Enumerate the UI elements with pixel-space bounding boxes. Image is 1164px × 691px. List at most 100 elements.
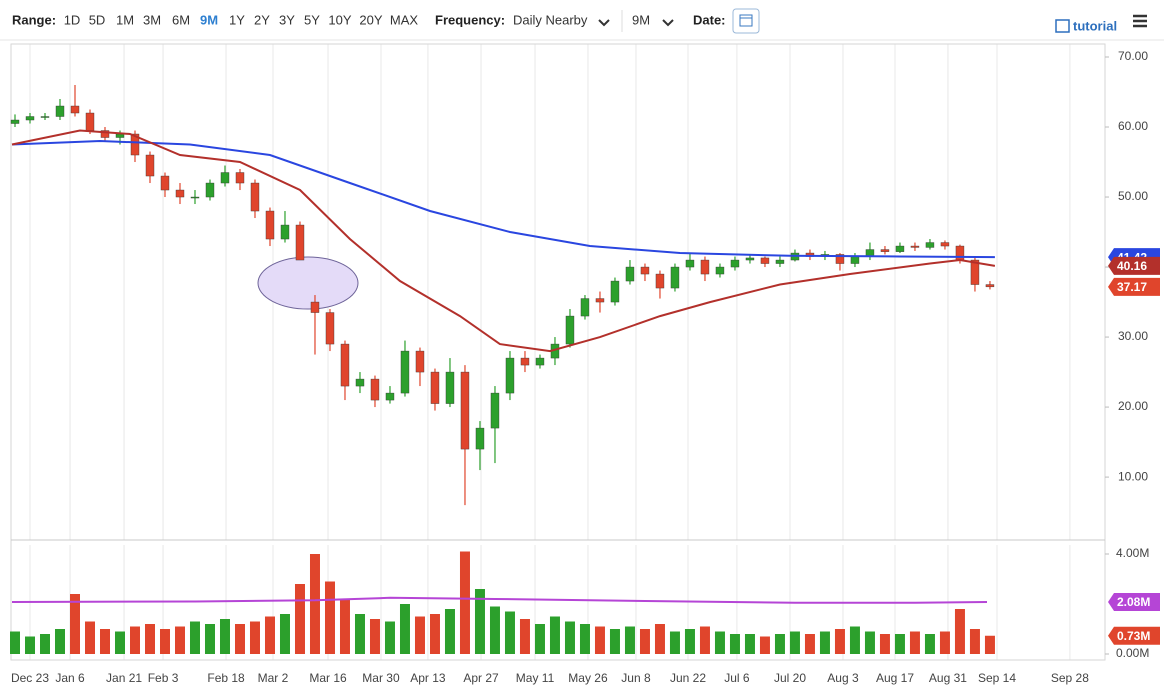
volume-bar xyxy=(879,634,890,654)
volume-bar xyxy=(219,619,230,654)
x-tick-label: Jan 21 xyxy=(106,671,142,685)
volume-bar xyxy=(114,631,125,654)
volume-bar xyxy=(174,626,185,654)
volume-bar xyxy=(39,634,50,654)
candle-body xyxy=(325,312,335,345)
volume-bar xyxy=(774,634,785,654)
candle-body xyxy=(250,182,260,212)
y-tick-label: 0.00M xyxy=(1116,646,1149,660)
range-button[interactable]: 1Y xyxy=(229,12,245,27)
volume-bar xyxy=(69,594,80,654)
candle-body xyxy=(445,371,455,404)
x-tick-label: Jan 6 xyxy=(55,671,85,685)
volume-bar xyxy=(249,621,260,654)
calendar-icon xyxy=(739,14,753,27)
tutorial-link[interactable]: tutorial xyxy=(1073,18,1117,33)
candle-body xyxy=(280,224,290,240)
candle-body xyxy=(955,245,965,261)
volume-bar xyxy=(294,584,305,654)
candle-body xyxy=(565,315,575,345)
range-button[interactable]: 10Y xyxy=(328,12,351,27)
y-tick-label: 4.00M xyxy=(1116,546,1149,560)
range-button[interactable]: 2Y xyxy=(254,12,270,27)
candle-body xyxy=(100,130,110,138)
candle-body xyxy=(475,427,485,450)
candle-body xyxy=(310,301,320,313)
volume-bar xyxy=(159,629,170,654)
candle-body xyxy=(535,357,545,366)
period-select[interactable]: 9M xyxy=(632,12,650,27)
range-button[interactable]: 3Y xyxy=(279,12,295,27)
tutorial-icon[interactable] xyxy=(1055,19,1070,33)
volume-bar xyxy=(264,616,275,654)
candle-body xyxy=(505,357,515,394)
volume-bar xyxy=(399,604,410,654)
volume-bar xyxy=(789,631,800,654)
candle-body xyxy=(685,259,695,268)
range-button[interactable]: 6M xyxy=(172,12,190,27)
volume-bar xyxy=(804,634,815,654)
candle-body xyxy=(220,172,230,184)
volume-bar xyxy=(204,624,215,654)
range-button[interactable]: 1M xyxy=(116,12,134,27)
x-tick-label: Jun 22 xyxy=(670,671,706,685)
x-tick-label: Apr 13 xyxy=(410,671,446,685)
range-button[interactable]: 1D xyxy=(64,12,81,27)
volume-bar xyxy=(699,626,710,654)
candle-body xyxy=(430,371,440,404)
candle-body xyxy=(460,371,470,450)
plot-frame xyxy=(10,43,1106,661)
date-picker[interactable] xyxy=(732,8,760,34)
volume-bar xyxy=(729,634,740,654)
range-button[interactable]: 20Y xyxy=(359,12,382,27)
candle-body xyxy=(520,357,530,366)
candle-body xyxy=(385,392,395,401)
value-tag: 0.73M xyxy=(1117,629,1150,643)
volume-bar xyxy=(894,634,905,654)
volume-bar xyxy=(654,624,665,654)
frequency-label: Frequency: xyxy=(435,12,505,27)
candle-body xyxy=(745,257,755,261)
range-button[interactable]: MAX xyxy=(390,12,419,27)
range-button[interactable]: 3M xyxy=(143,12,161,27)
volume-bar xyxy=(954,609,965,654)
x-tick-label: Sep 14 xyxy=(978,671,1016,685)
range-button[interactable]: 5Y xyxy=(304,12,320,27)
volume-bar xyxy=(714,631,725,654)
value-tag-bg xyxy=(1108,277,1160,296)
frequency-select[interactable]: Daily Nearby xyxy=(513,12,588,27)
volume-bar xyxy=(669,631,680,654)
candle-body xyxy=(235,172,245,184)
range-button[interactable]: 5D xyxy=(89,12,106,27)
x-tick-label: Aug 3 xyxy=(827,671,859,685)
y-tick-label: 10.00 xyxy=(1118,469,1148,483)
volume-bar xyxy=(909,631,920,654)
candle-body xyxy=(760,257,770,264)
volume-bar xyxy=(339,599,350,654)
candle-body xyxy=(160,175,170,191)
x-tick-label: Aug 17 xyxy=(876,671,914,685)
volume-bar xyxy=(594,626,605,654)
x-tick-label: May 11 xyxy=(516,671,555,685)
volume-bar xyxy=(384,621,395,654)
range-button[interactable]: 9M xyxy=(200,12,218,27)
volume-bar xyxy=(144,624,155,654)
candle-body xyxy=(910,245,920,248)
candle-body xyxy=(145,154,155,177)
value-tag: 40.16 xyxy=(1117,259,1147,273)
candle-body xyxy=(700,259,710,275)
candle-body xyxy=(715,266,725,275)
volume-bar xyxy=(54,629,65,654)
candle-body xyxy=(730,259,740,268)
candle-body xyxy=(835,254,845,264)
moving-average xyxy=(11,139,995,259)
volume-bar xyxy=(549,616,560,654)
x-tick-label: Mar 2 xyxy=(258,671,289,685)
menu-icon[interactable] xyxy=(1133,14,1147,28)
candle-body xyxy=(775,259,785,264)
value-tag-bg xyxy=(1108,256,1160,275)
candle-body xyxy=(85,112,95,131)
value-tag-bg xyxy=(1108,626,1160,645)
candle-body xyxy=(490,392,500,429)
